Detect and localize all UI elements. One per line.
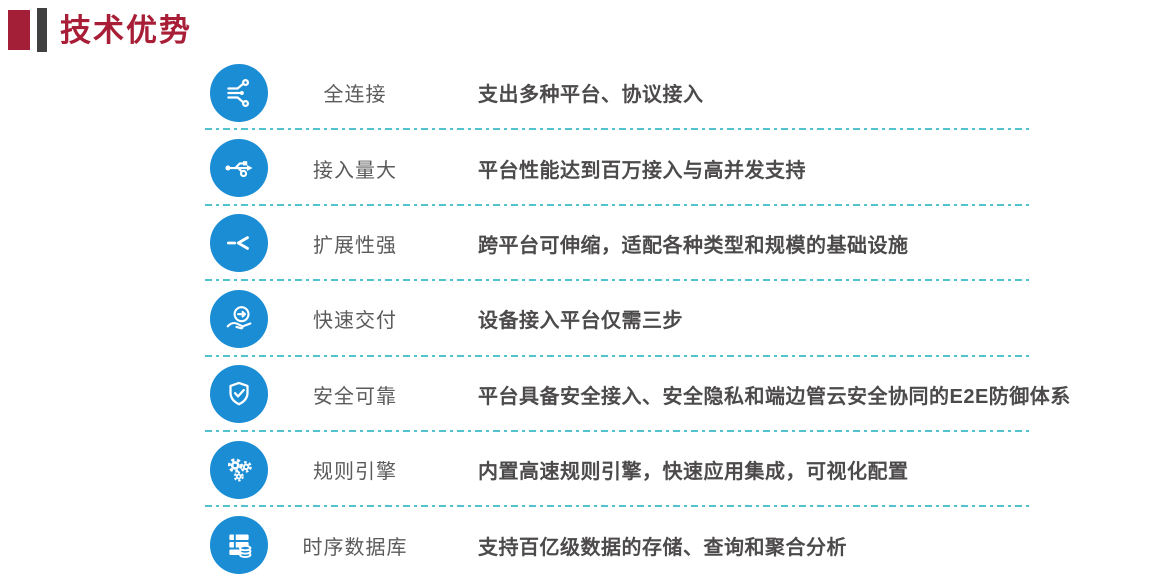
advantage-label: 扩展性强	[313, 234, 397, 257]
advantage-label: 全连接	[323, 84, 387, 107]
database-server-icon	[210, 516, 268, 575]
advantage-description: 支出多种平台、协议接入	[478, 84, 704, 107]
usb-icon	[210, 139, 268, 198]
advantage-row: 规则引擎 内置高速规则引擎，快速应用集成，可视化配置	[0, 432, 1171, 508]
header-accent-bar-gray	[37, 8, 47, 52]
advantage-description: 平台性能达到百万接入与高并发支持	[478, 159, 806, 182]
advantage-rows: 全连接 支出多种平台、协议接入 接入量大 平台性能达到百万接入与高并发支持 扩展…	[0, 55, 1171, 582]
page-title: 技术优势	[60, 13, 192, 48]
advantage-row: 安全可靠 平台具备安全接入、安全隐私和端边管云安全协同的E2E防御体系	[0, 357, 1171, 433]
advantage-row: 扩展性强 跨平台可伸缩，适配各种类型和规模的基础设施	[0, 206, 1171, 282]
advantage-label: 时序数据库	[302, 536, 408, 559]
advantage-description: 内置高速规则引擎，快速应用集成，可视化配置	[478, 461, 909, 484]
expand-branch-icon	[210, 214, 268, 273]
advantage-description: 跨平台可伸缩，适配各种类型和规模的基础设施	[478, 234, 909, 257]
advantage-description: 支持百亿级数据的存储、查询和聚合分析	[478, 536, 847, 559]
advantage-row: 快速交付 设备接入平台仅需三步	[0, 281, 1171, 357]
advantage-label: 规则引擎	[313, 461, 397, 484]
page-header: 技术优势	[0, 0, 1171, 55]
circuit-connections-icon	[210, 63, 268, 122]
advantage-label: 安全可靠	[313, 385, 397, 408]
hand-delivery-icon	[210, 289, 268, 348]
advantage-description: 平台具备安全接入、安全隐私和端边管云安全协同的E2E防御体系	[478, 385, 1071, 408]
advantage-row: 接入量大 平台性能达到百万接入与高并发支持	[0, 130, 1171, 207]
gears-icon	[210, 440, 268, 499]
shield-check-icon	[210, 365, 268, 424]
advantage-row: 时序数据库 支持百亿级数据的存储、查询和聚合分析	[0, 507, 1171, 582]
advantage-label: 快速交付	[313, 310, 397, 333]
header-accent-bar-red	[8, 10, 30, 50]
advantage-description: 设备接入平台仅需三步	[478, 310, 683, 333]
advantage-label: 接入量大	[313, 159, 397, 182]
advantage-row: 全连接 支出多种平台、协议接入	[0, 55, 1171, 131]
